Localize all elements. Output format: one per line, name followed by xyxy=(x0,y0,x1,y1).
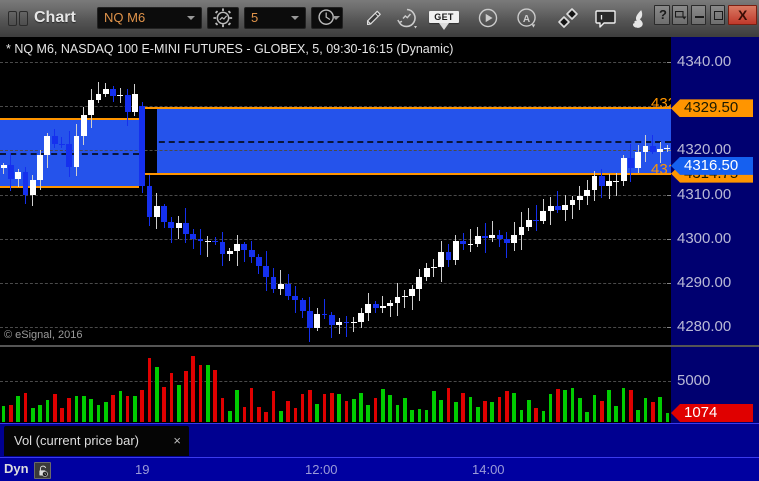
svg-text:A: A xyxy=(523,14,531,25)
